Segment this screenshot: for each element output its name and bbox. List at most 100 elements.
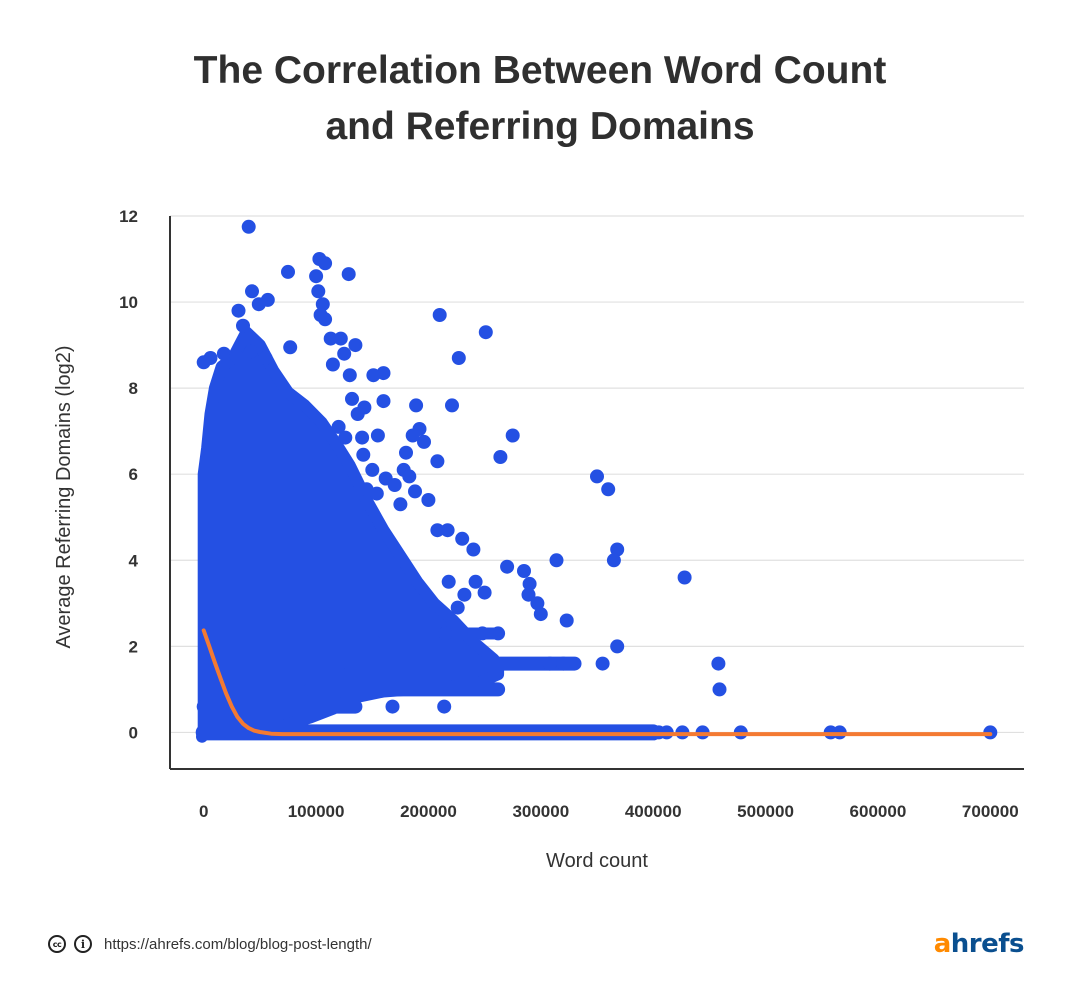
data-point — [337, 346, 352, 361]
data-point — [376, 394, 391, 409]
data-point — [236, 318, 250, 333]
data-point — [590, 469, 604, 484]
data-point — [355, 430, 370, 445]
data-point — [365, 462, 380, 477]
data-point — [342, 368, 357, 383]
source-url[interactable]: https://ahrefs.com/blog/blog-post-length… — [104, 935, 372, 953]
data-point — [478, 325, 493, 340]
data-point — [323, 331, 338, 346]
x-tick-label: 100000 — [288, 802, 345, 821]
trend-line — [201, 628, 993, 737]
data-point — [318, 256, 333, 271]
data-point — [441, 574, 456, 589]
data-point — [348, 338, 363, 353]
y-tick-label: 8 — [129, 379, 138, 398]
data-point — [677, 570, 692, 585]
data-point — [309, 269, 324, 284]
dense-point-cloud — [195, 326, 662, 743]
data-point — [468, 574, 483, 589]
data-point — [445, 398, 459, 413]
x-tick-label: 400000 — [625, 802, 682, 821]
data-point — [430, 523, 445, 538]
data-point — [457, 587, 472, 602]
data-point — [370, 428, 385, 443]
data-point — [283, 340, 298, 355]
data-point — [241, 219, 256, 234]
data-point — [216, 346, 231, 361]
data-point — [455, 531, 470, 546]
data-point — [542, 656, 557, 671]
data-point — [421, 493, 436, 507]
ahrefs-logo: ahrefs — [933, 929, 1025, 959]
attribution: cc i https://ahrefs.com/blog/blog-post-l… — [48, 935, 372, 953]
data-point — [556, 656, 571, 671]
y-tick-label: 2 — [129, 637, 138, 656]
data-point — [491, 626, 506, 641]
data-point — [437, 699, 452, 714]
data-point — [405, 428, 420, 443]
data-point — [505, 428, 520, 443]
data-point — [409, 398, 424, 413]
y-tick-label: 0 — [129, 723, 138, 742]
data-point — [318, 312, 333, 327]
data-point — [559, 613, 574, 628]
data-point — [477, 585, 492, 600]
data-point — [450, 600, 465, 615]
data-point — [366, 368, 381, 383]
chart-title-line-2: and Referring Domains — [325, 105, 754, 148]
data-point — [251, 297, 266, 312]
data-point — [517, 564, 531, 578]
data-point — [430, 454, 445, 469]
axes — [169, 216, 1024, 770]
data-point — [387, 478, 402, 492]
data-point — [549, 553, 564, 568]
data-point — [475, 626, 490, 641]
data-point — [333, 331, 348, 346]
x-tick-label: 700000 — [962, 802, 1019, 821]
data-point — [229, 348, 244, 363]
data-point — [341, 267, 356, 282]
data-point — [493, 450, 508, 464]
data-point — [601, 482, 616, 497]
data-point — [610, 639, 625, 654]
data-point — [369, 486, 384, 501]
data-point — [440, 523, 455, 538]
data-point — [432, 308, 447, 322]
data-point — [338, 430, 353, 445]
data-point — [399, 445, 413, 460]
x-tick-labels: 0 100000 200000 300000 400000 500000 600000 700… — [199, 802, 1019, 821]
data-point — [522, 576, 537, 591]
data-point — [245, 284, 259, 299]
x-tick-label: 300000 — [512, 802, 569, 821]
footer: cc i https://ahrefs.com/blog/blog-post-l… — [48, 928, 1025, 960]
y-tick-label: 10 — [119, 293, 138, 312]
chart-title-line-1: The Correlation Between Word Count — [194, 49, 887, 92]
x-tick-label: 0 — [199, 802, 208, 821]
data-point — [258, 351, 273, 365]
data-point — [325, 357, 340, 372]
data-point — [203, 351, 218, 365]
data-point — [385, 699, 400, 714]
data-point — [606, 553, 621, 568]
y-tick-labels: 0 2 4 6 8 10 12 — [119, 207, 138, 742]
data-point — [438, 626, 453, 641]
creative-commons-icon: cc — [48, 935, 66, 953]
data-point — [417, 434, 431, 449]
data-point — [311, 284, 326, 299]
data-point — [500, 559, 515, 574]
y-axis-label: Average Referring Domains (log2) — [53, 345, 75, 648]
data-point — [451, 351, 466, 365]
data-point — [356, 447, 371, 462]
scatter-chart: The Correlation Between Word Count and R… — [53, 49, 1024, 872]
data-point — [315, 297, 330, 312]
data-point — [533, 607, 548, 622]
data-point — [231, 303, 246, 318]
brand-letter-a: a — [933, 929, 952, 959]
data-point — [350, 407, 365, 421]
x-tick-label: 500000 — [737, 802, 794, 821]
y-tick-label: 4 — [129, 551, 139, 570]
trend-line-group — [201, 628, 993, 737]
data-point — [530, 596, 545, 611]
y-tick-label: 6 — [129, 465, 138, 484]
data-point — [331, 419, 346, 434]
